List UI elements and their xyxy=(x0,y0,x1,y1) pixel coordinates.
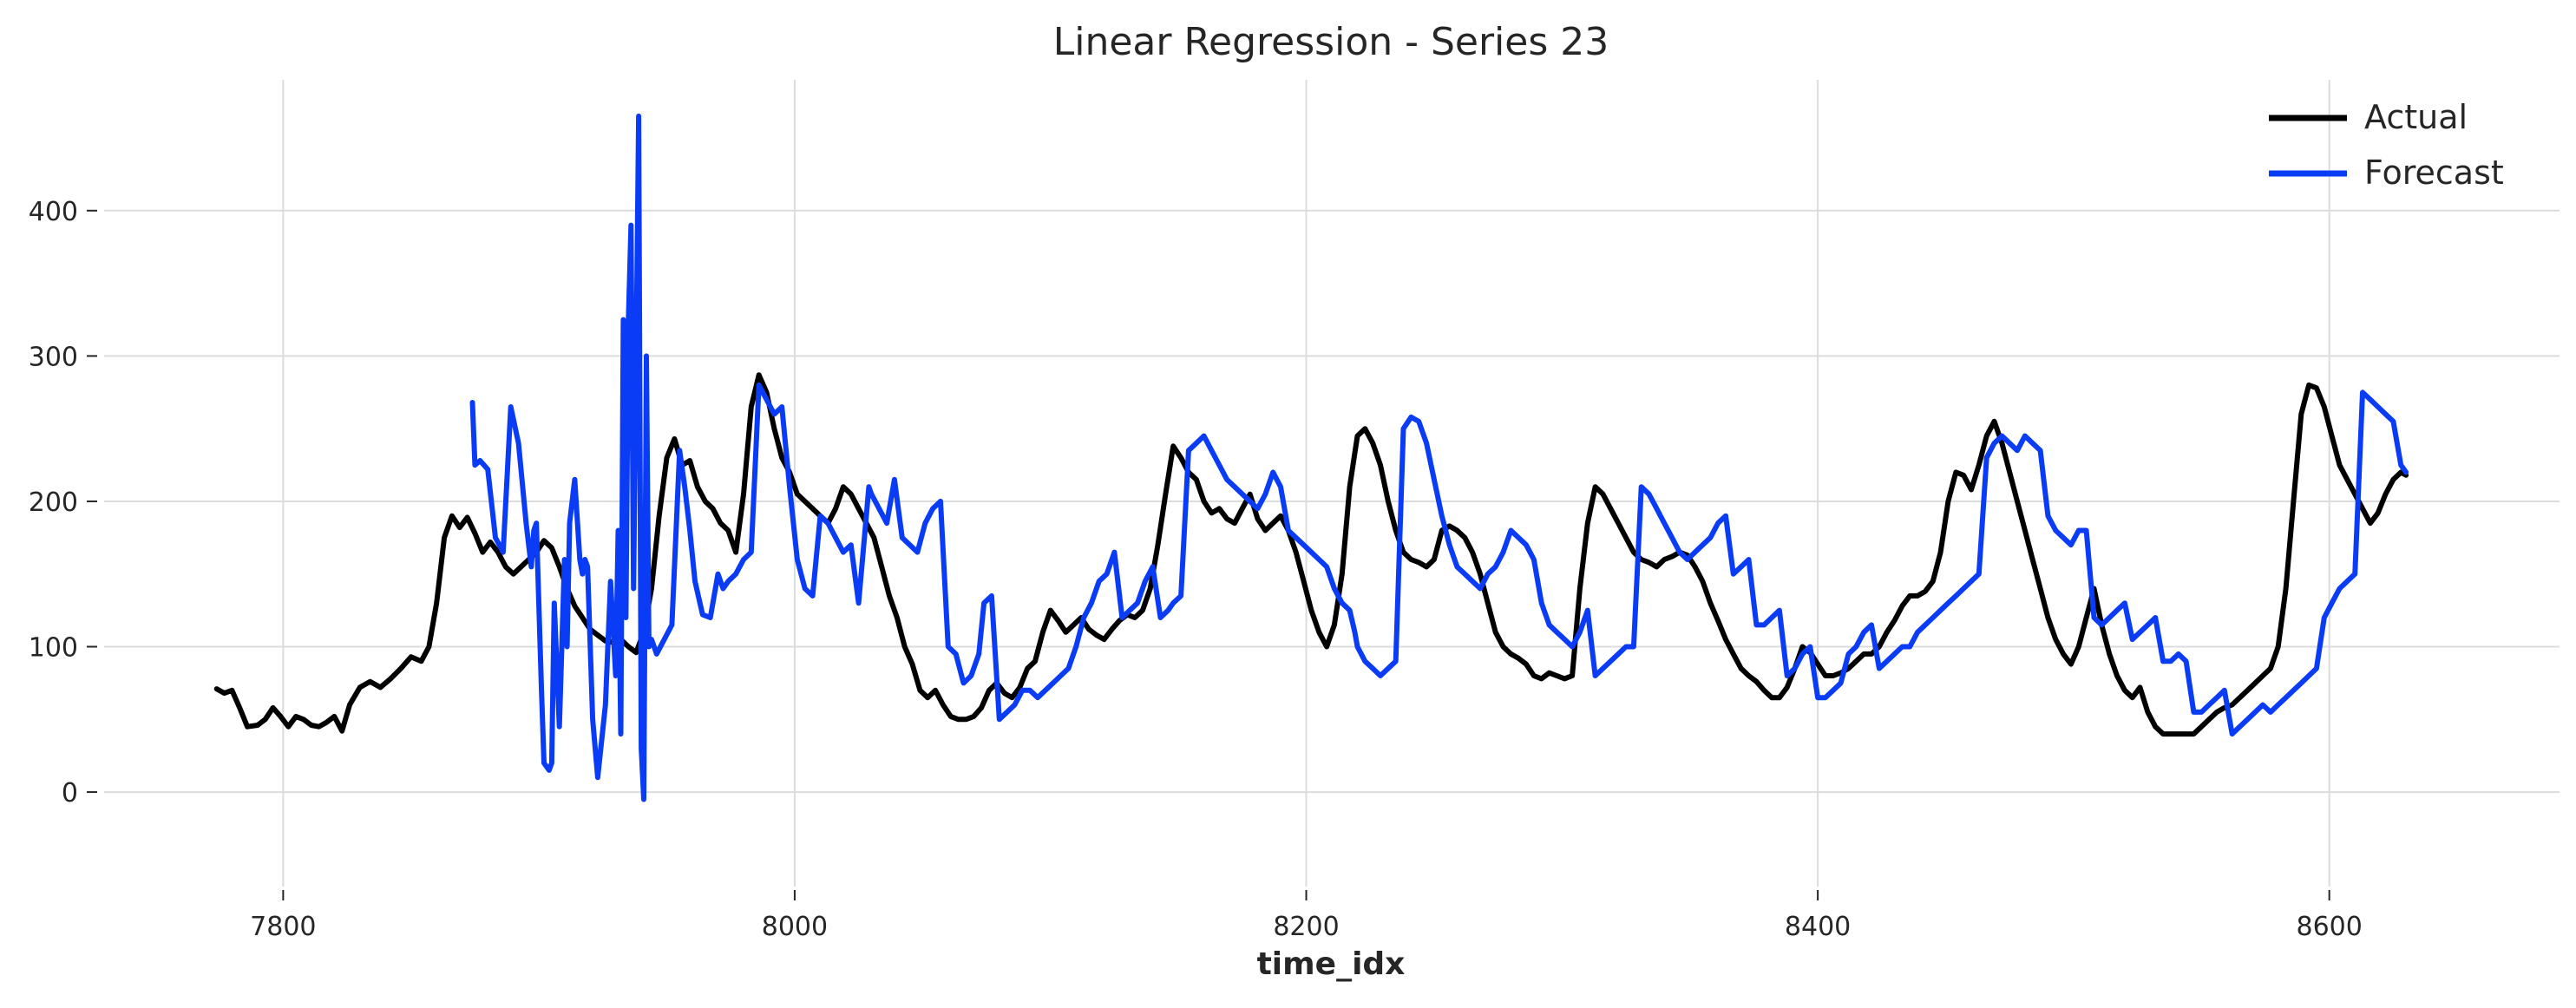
legend-label-forecast: Forecast xyxy=(2364,154,2504,192)
y-tick-label-0: 0 xyxy=(62,778,78,808)
tick-layer: 7800 8000 8200 8400 8600 0 100 200 300 400 xyxy=(29,197,2363,942)
grid-layer xyxy=(104,80,2560,887)
series-line-actual xyxy=(213,372,2409,737)
y-tick-label-100: 100 xyxy=(29,633,78,664)
x-tick-label-7800: 7800 xyxy=(250,912,316,942)
y-tick-label-200: 200 xyxy=(29,488,78,518)
legend: Actual Forecast xyxy=(2269,98,2504,192)
y-tick-label-300: 300 xyxy=(29,342,78,372)
x-axis-label: time_idx xyxy=(1257,946,1406,982)
x-tick-label-8400: 8400 xyxy=(1785,912,1851,942)
x-tick-label-8200: 8200 xyxy=(1273,912,1339,942)
legend-label-actual: Actual xyxy=(2364,98,2468,136)
x-tick-label-8000: 8000 xyxy=(762,912,828,942)
y-tick-label-400: 400 xyxy=(29,197,78,227)
series-line-forecast xyxy=(469,113,2409,802)
chart-title: Linear Regression - Series 23 xyxy=(1053,20,1609,64)
x-tick-label-8600: 8600 xyxy=(2297,912,2363,942)
series-layer xyxy=(213,113,2409,802)
